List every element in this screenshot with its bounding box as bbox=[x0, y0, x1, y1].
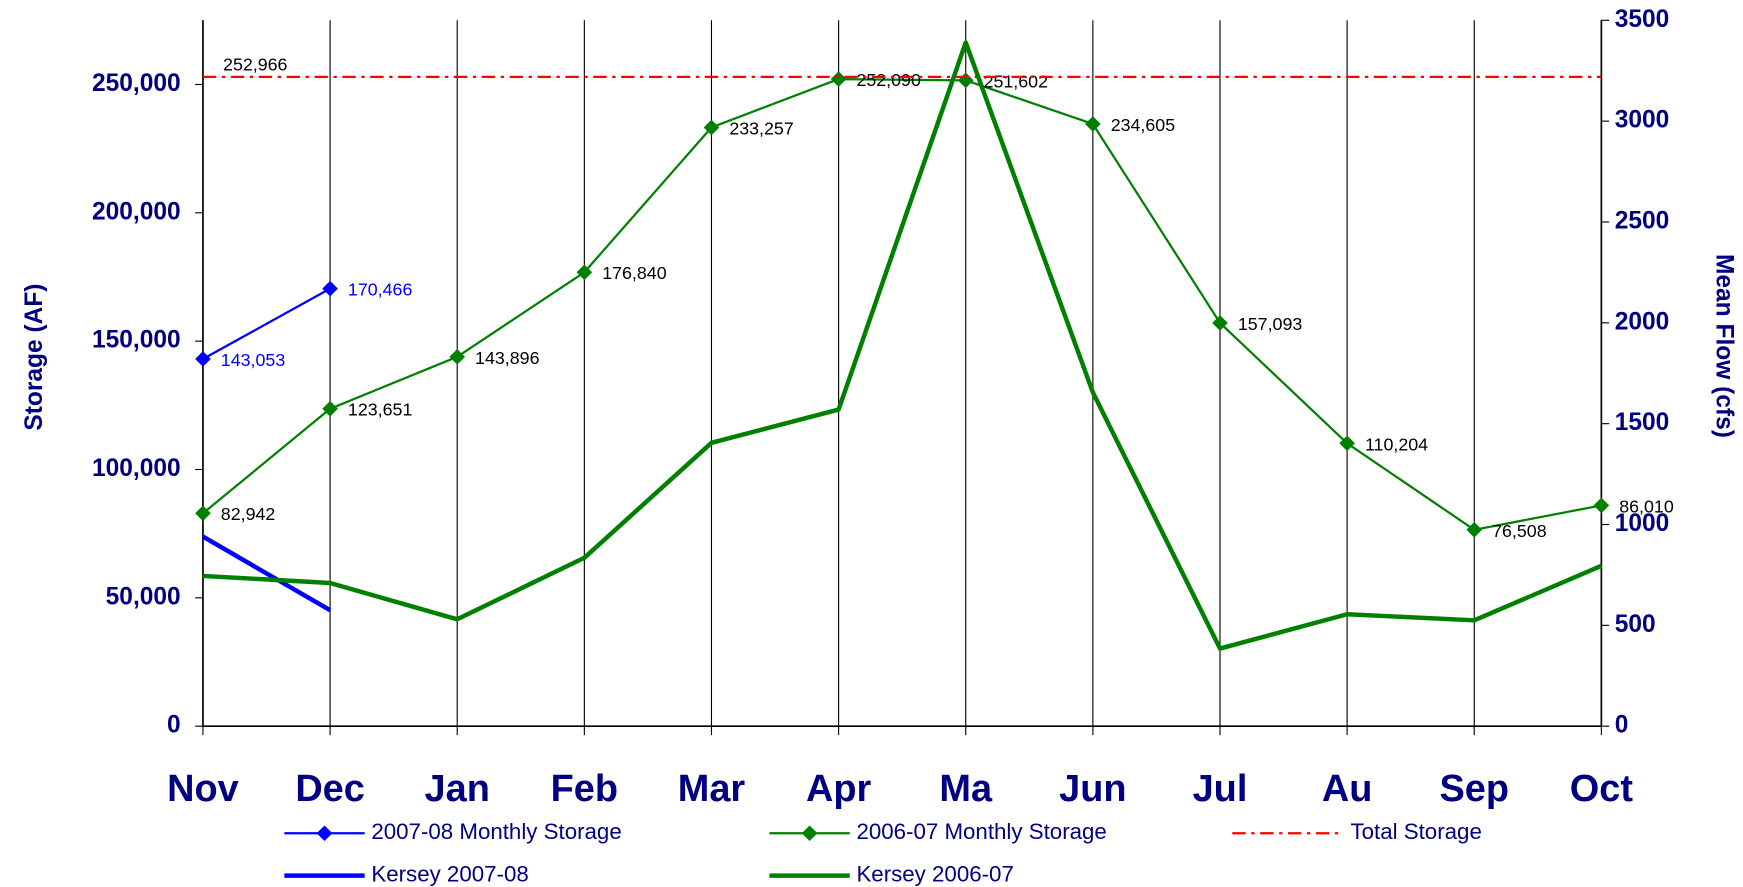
marker bbox=[1339, 435, 1355, 452]
y-tick-label: 100,000 bbox=[92, 455, 181, 482]
legend-label: Kersey 2007-08 bbox=[371, 862, 528, 887]
series-line bbox=[202, 40, 1603, 651]
marker bbox=[1085, 116, 1101, 132]
x-tick-label: Apr bbox=[806, 768, 872, 810]
marker bbox=[957, 72, 974, 89]
y2-tick-label: 2500 bbox=[1615, 207, 1670, 234]
series-line bbox=[202, 287, 331, 360]
x-tick-label: Mar bbox=[678, 768, 746, 810]
x-tick-label: Jan bbox=[425, 768, 490, 810]
legend-label: Total Storage bbox=[1350, 819, 1481, 844]
data-label: 110,204 bbox=[1365, 434, 1428, 454]
x-tick-label: Sep bbox=[1439, 768, 1509, 810]
legend-marker bbox=[316, 825, 333, 842]
data-label: 234,605 bbox=[1111, 115, 1176, 135]
x-tick-label: Jul bbox=[1193, 768, 1248, 810]
y2-tick-label: 500 bbox=[1615, 611, 1656, 638]
data-label: 143,896 bbox=[475, 348, 540, 368]
y-axis-title: Storage (AF) bbox=[21, 284, 48, 431]
y-tick-label: 200,000 bbox=[92, 198, 181, 225]
marker bbox=[1593, 497, 1610, 514]
data-label: 76,508 bbox=[1492, 521, 1547, 541]
y-tick-label: 250,000 bbox=[92, 70, 181, 97]
data-label: 252,966 bbox=[223, 54, 288, 74]
y2-tick-label: 0 bbox=[1615, 712, 1629, 739]
y-tick-label: 0 bbox=[167, 712, 181, 739]
marker bbox=[322, 400, 338, 417]
data-label: 86,010 bbox=[1619, 496, 1674, 516]
marker bbox=[576, 264, 593, 281]
legend-label: 2007-08 Monthly Storage bbox=[371, 819, 621, 844]
x-tick-label: Oct bbox=[1570, 768, 1634, 810]
marker bbox=[195, 351, 211, 367]
data-label: 252,090 bbox=[856, 70, 921, 90]
y2-tick-label: 2000 bbox=[1615, 308, 1670, 335]
marker bbox=[830, 71, 847, 87]
x-tick-label: Feb bbox=[551, 768, 618, 810]
y-tick-label: 150,000 bbox=[92, 327, 181, 354]
x-tick-label: Au bbox=[1322, 768, 1373, 810]
x-tick-label: Dec bbox=[295, 768, 365, 810]
marker bbox=[1212, 315, 1228, 331]
data-label: 143,053 bbox=[221, 350, 286, 370]
series-line bbox=[201, 534, 332, 613]
marker bbox=[449, 349, 466, 365]
legend-label: Kersey 2006-07 bbox=[856, 862, 1013, 887]
series-line bbox=[202, 77, 1602, 531]
marker bbox=[195, 505, 211, 522]
data-label: 176,840 bbox=[602, 263, 667, 283]
y2-tick-label: 1000 bbox=[1615, 510, 1670, 537]
marker bbox=[1466, 521, 1483, 538]
y2-axis-title: Mean Flow (cfs) bbox=[1710, 254, 1737, 438]
legend-marker bbox=[801, 825, 818, 842]
x-tick-label: Ma bbox=[939, 768, 993, 810]
data-label: 170,466 bbox=[348, 280, 413, 300]
legend-label: 2006-07 Monthly Storage bbox=[856, 819, 1106, 844]
y2-tick-label: 1500 bbox=[1615, 409, 1670, 436]
data-label: 251,602 bbox=[984, 71, 1049, 91]
x-tick-label: Jun bbox=[1059, 768, 1126, 810]
data-label: 157,093 bbox=[1238, 314, 1303, 334]
marker bbox=[322, 280, 338, 297]
data-label: 82,942 bbox=[221, 504, 276, 524]
y2-tick-label: 3000 bbox=[1615, 107, 1670, 134]
marker bbox=[703, 119, 720, 136]
y-tick-label: 50,000 bbox=[106, 583, 181, 610]
data-label: 233,257 bbox=[729, 118, 794, 138]
data-label: 123,651 bbox=[348, 400, 413, 420]
x-tick-label: Nov bbox=[167, 768, 239, 810]
y2-tick-label: 3500 bbox=[1615, 6, 1670, 33]
